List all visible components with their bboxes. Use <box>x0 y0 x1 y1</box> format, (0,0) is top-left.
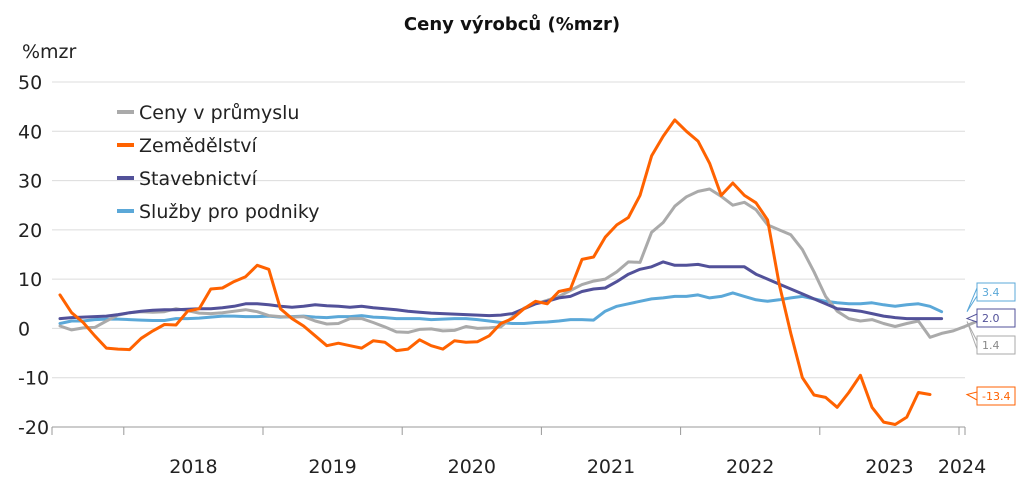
y-tick-label: -10 <box>18 368 49 390</box>
legend: Ceny v průmyslu Zemědělství Stavebnictví Sl… <box>117 102 319 223</box>
y-tick-label: 50 <box>18 72 42 94</box>
y-tick-label: 30 <box>18 171 42 193</box>
x-tick-label: 2023 <box>865 456 913 478</box>
end-label-pointer <box>966 321 978 350</box>
series-line-2 <box>58 260 944 321</box>
x-tick-label: 2021 <box>587 456 635 478</box>
legend-entry: Služby pro podniky <box>139 201 319 223</box>
y-tick-label: -20 <box>18 417 49 439</box>
series-lines <box>58 118 978 426</box>
x-tick-label: 2019 <box>308 456 356 478</box>
end-label: 2.0 <box>982 312 1000 325</box>
end-labels: 2.0 3.4 1.4 -13.4 <box>965 282 1016 406</box>
x-tick-label: 2018 <box>169 456 217 478</box>
chart-title: Ceny výrobců (%mzr) <box>404 13 620 35</box>
y-tick-label: 40 <box>18 121 42 143</box>
legend-entry: Stavebnictví <box>139 168 258 190</box>
y-tick-label: 10 <box>18 269 42 291</box>
end-label-box <box>976 282 1016 302</box>
end-label-box <box>976 335 1016 355</box>
x-tick-label: 2022 <box>726 456 774 478</box>
y-axis-unit-label: %mzr <box>22 41 77 63</box>
x-tick-label: 2024 <box>938 456 986 478</box>
end-label-pointer <box>965 313 978 323</box>
end-label-box <box>976 386 1016 406</box>
end-label: -13.4 <box>982 390 1010 403</box>
x-axis: 2018 2019 2020 2021 2022 2023 2024 <box>51 426 986 478</box>
y-tick-label: 0 <box>18 318 30 340</box>
series-line-1 <box>58 118 932 426</box>
legend-entry: Zemědělství <box>139 135 258 157</box>
end-label-pointer <box>965 391 978 401</box>
y-tick-label: 20 <box>18 220 42 242</box>
end-label-pointer <box>966 287 978 312</box>
end-label: 3.4 <box>982 286 1000 299</box>
legend-entry: Ceny v průmyslu <box>139 102 299 124</box>
gridlines <box>52 81 965 428</box>
end-label-box <box>976 308 1016 328</box>
y-axis-ticks: -20 -10 0 10 20 30 40 50 <box>18 72 49 439</box>
end-label: 1.4 <box>982 339 1000 352</box>
x-tick-label: 2020 <box>448 456 496 478</box>
